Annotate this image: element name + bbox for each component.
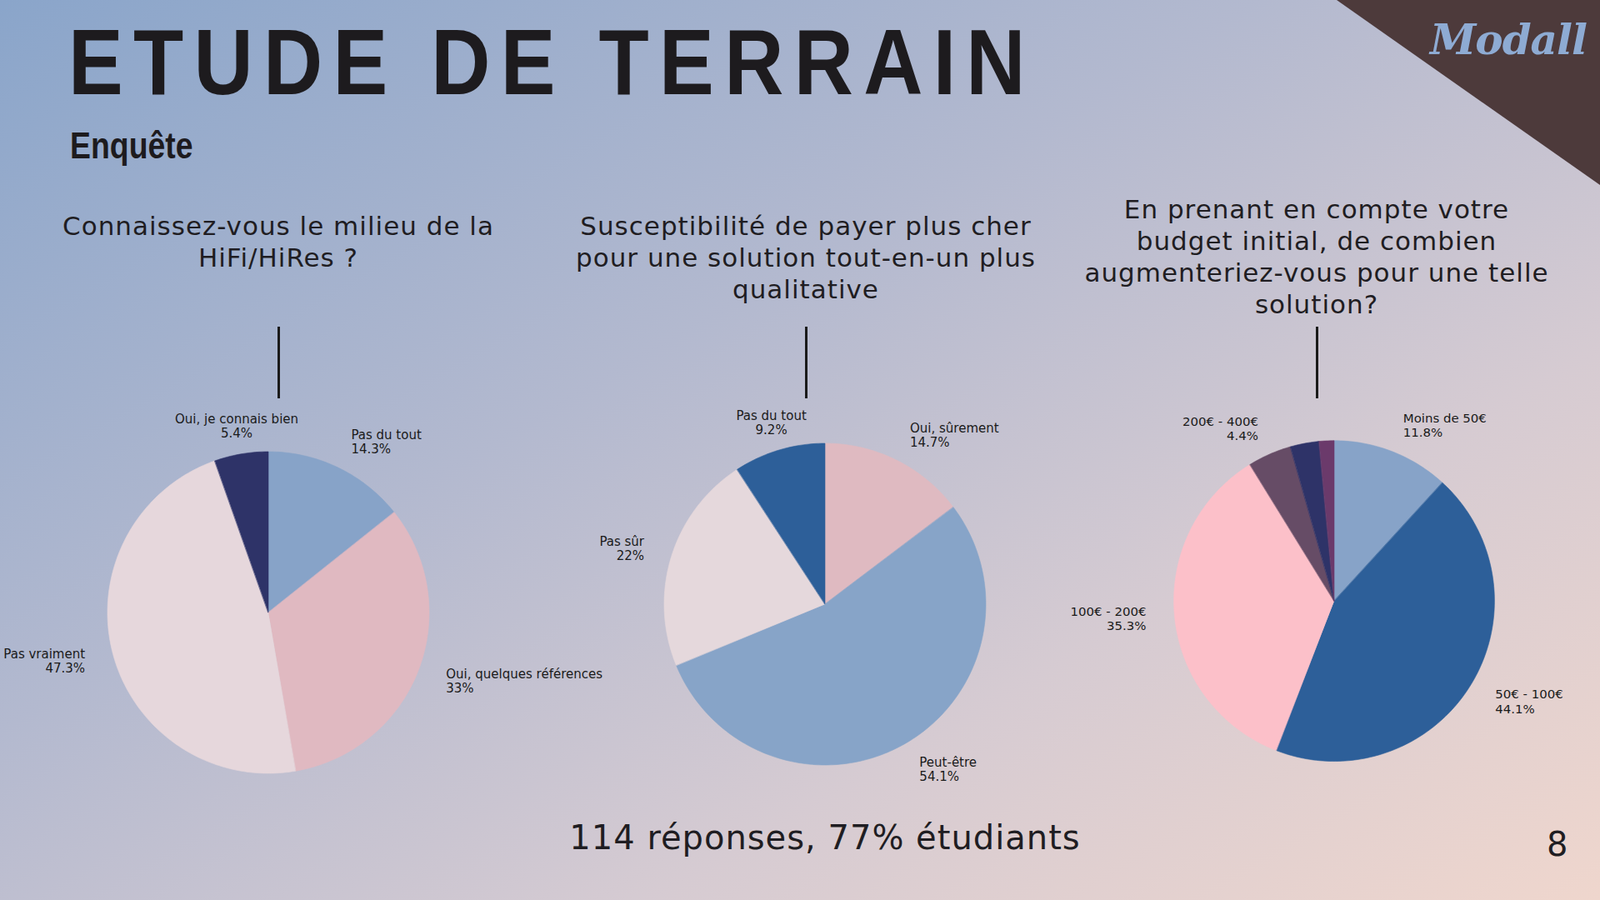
html-text:ETUDE DE TERRAIN: ETUDE DE TERRAIN [68,10,1036,115]
html-text:8: 8 [1546,825,1568,864]
html-text:En prenant en compte votre bud: En prenant en compte votre budget initia… [1084,194,1549,320]
html-text:Susceptibilité de payer plus c: Susceptibilité de payer plus cher pour u… [575,210,1036,305]
svg-text:Oui, quelques références33%: Oui, quelques références33% [445,666,603,696]
html-text:Connaissez-vous le milieu de l: Connaissez-vous le milieu de la HiFi/HiR… [62,210,495,273]
html-text:Enquête: Enquête [70,125,193,166]
html-text:Modall: Modall [1430,15,1587,65]
svg-text:200€ - 400€4.4%: 200€ - 400€4.4% [1182,414,1259,444]
svg-text:100€ - 200€35.3%: 100€ - 200€35.3% [1070,604,1146,634]
svg-text:Pas sûr22%: Pas sûr22% [599,534,645,564]
svg-text:Oui, sûrement14.7%: Oui, sûrement14.7% [910,420,1000,450]
svg-text:Pas du tout14.3%: Pas du tout14.3% [350,427,422,457]
svg-text:Oui, je connais bien5.4%: Oui, je connais bien5.4% [175,411,299,441]
svg-text:Peut-être54.1%: Peut-être54.1% [919,755,977,785]
html-text:114 réponses, 77% étudiants: 114 réponses, 77% étudiants [569,818,1081,857]
svg-text:Pas vraiment47.3%: Pas vraiment47.3% [3,646,85,676]
svg-text:Moins de 50€11.8%: Moins de 50€11.8% [1403,410,1487,440]
svg-text:50€ - 100€44.1%: 50€ - 100€44.1% [1495,686,1563,716]
svg-text:Pas du tout9.2%: Pas du tout9.2% [735,408,807,438]
